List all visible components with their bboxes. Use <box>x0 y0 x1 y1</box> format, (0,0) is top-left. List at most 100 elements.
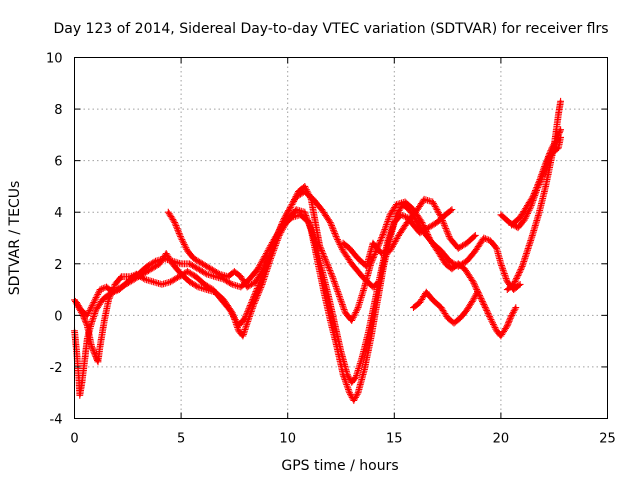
data-point <box>440 216 443 219</box>
data-point <box>518 283 522 286</box>
data-point <box>90 345 93 348</box>
series-track-6 <box>410 288 481 327</box>
data-point <box>165 252 168 255</box>
data-point <box>559 128 562 131</box>
data-point <box>531 195 535 198</box>
data-point <box>75 301 78 304</box>
data-point <box>459 316 462 320</box>
data-point <box>405 221 409 224</box>
data-point <box>303 211 306 214</box>
data-point <box>188 280 191 283</box>
data-point <box>508 221 511 224</box>
data-point <box>98 288 102 291</box>
data-point <box>80 381 84 384</box>
data-point <box>452 321 456 325</box>
data-point <box>320 208 323 211</box>
data-point <box>380 252 383 255</box>
data-point <box>514 306 517 309</box>
data-point <box>418 301 422 304</box>
series-track-2 <box>71 201 524 404</box>
data-point <box>444 262 447 265</box>
series-track-9 <box>508 134 564 229</box>
data-point <box>75 350 78 353</box>
data-point <box>506 280 509 283</box>
data-point <box>395 203 398 206</box>
data-point <box>521 265 524 268</box>
series-track-4 <box>164 188 383 291</box>
data-point <box>365 265 368 268</box>
data-point <box>499 334 503 338</box>
data-point <box>179 236 183 240</box>
x-axis-title: GPS time / hours <box>281 458 398 474</box>
data-point <box>352 399 355 402</box>
data-point <box>211 288 215 291</box>
series-markers <box>410 288 481 327</box>
data-point <box>239 275 242 278</box>
data-point <box>158 262 161 265</box>
data-point <box>472 298 475 302</box>
data-point <box>550 146 554 149</box>
data-point <box>256 285 260 289</box>
data-point <box>388 236 392 240</box>
data-point <box>448 236 451 240</box>
x-tick-label: 25 <box>599 432 616 447</box>
data-point <box>495 247 498 250</box>
data-point <box>414 211 417 214</box>
data-point <box>188 262 191 265</box>
data-point <box>506 288 509 291</box>
data-point <box>103 319 106 322</box>
data-point <box>237 324 240 327</box>
x-tick-label: 20 <box>493 432 510 447</box>
data-point <box>544 185 547 188</box>
data-point <box>150 267 153 271</box>
data-point <box>495 329 498 332</box>
data-point <box>476 290 479 294</box>
data-point <box>286 211 289 214</box>
data-point <box>314 221 317 224</box>
data-point <box>145 265 149 268</box>
data-point <box>118 288 121 291</box>
x-tick-label: 15 <box>386 432 403 447</box>
data-point <box>265 262 268 265</box>
data-point <box>331 275 334 278</box>
data-point <box>425 290 428 294</box>
data-point <box>363 368 366 371</box>
data-point <box>254 280 257 283</box>
y-tick-label: 0 <box>54 309 62 324</box>
data-point <box>350 381 353 384</box>
data-point <box>465 242 468 245</box>
chart-title: Day 123 of 2014, Sidereal Day-to-day VTE… <box>53 21 608 37</box>
data-point <box>303 185 306 188</box>
data-point <box>356 257 360 260</box>
data-point <box>482 236 485 240</box>
data-point <box>101 298 104 302</box>
data-point <box>197 267 200 271</box>
data-point <box>250 301 253 304</box>
data-point <box>152 280 155 283</box>
data-point <box>397 234 400 237</box>
data-point <box>418 231 422 234</box>
data-point <box>96 360 100 363</box>
data-point <box>348 391 351 394</box>
data-point <box>335 345 338 348</box>
y-tick-label: -4 <box>50 413 63 428</box>
data-point <box>499 213 503 216</box>
data-point <box>382 265 385 268</box>
data-point <box>399 213 402 216</box>
data-point <box>376 301 379 304</box>
data-point <box>256 267 260 271</box>
data-point <box>231 283 234 286</box>
data-point <box>356 306 360 309</box>
data-point <box>324 260 328 263</box>
data-point <box>90 321 93 325</box>
data-point <box>201 262 204 265</box>
data-point <box>86 337 89 340</box>
y-tick-label: 2 <box>54 258 62 273</box>
data-point <box>86 314 89 317</box>
data-point <box>237 329 240 332</box>
data-point <box>107 298 110 302</box>
y-tick-label: 4 <box>54 206 62 221</box>
data-point <box>412 223 415 227</box>
data-point <box>303 190 306 193</box>
data-point <box>350 319 353 322</box>
